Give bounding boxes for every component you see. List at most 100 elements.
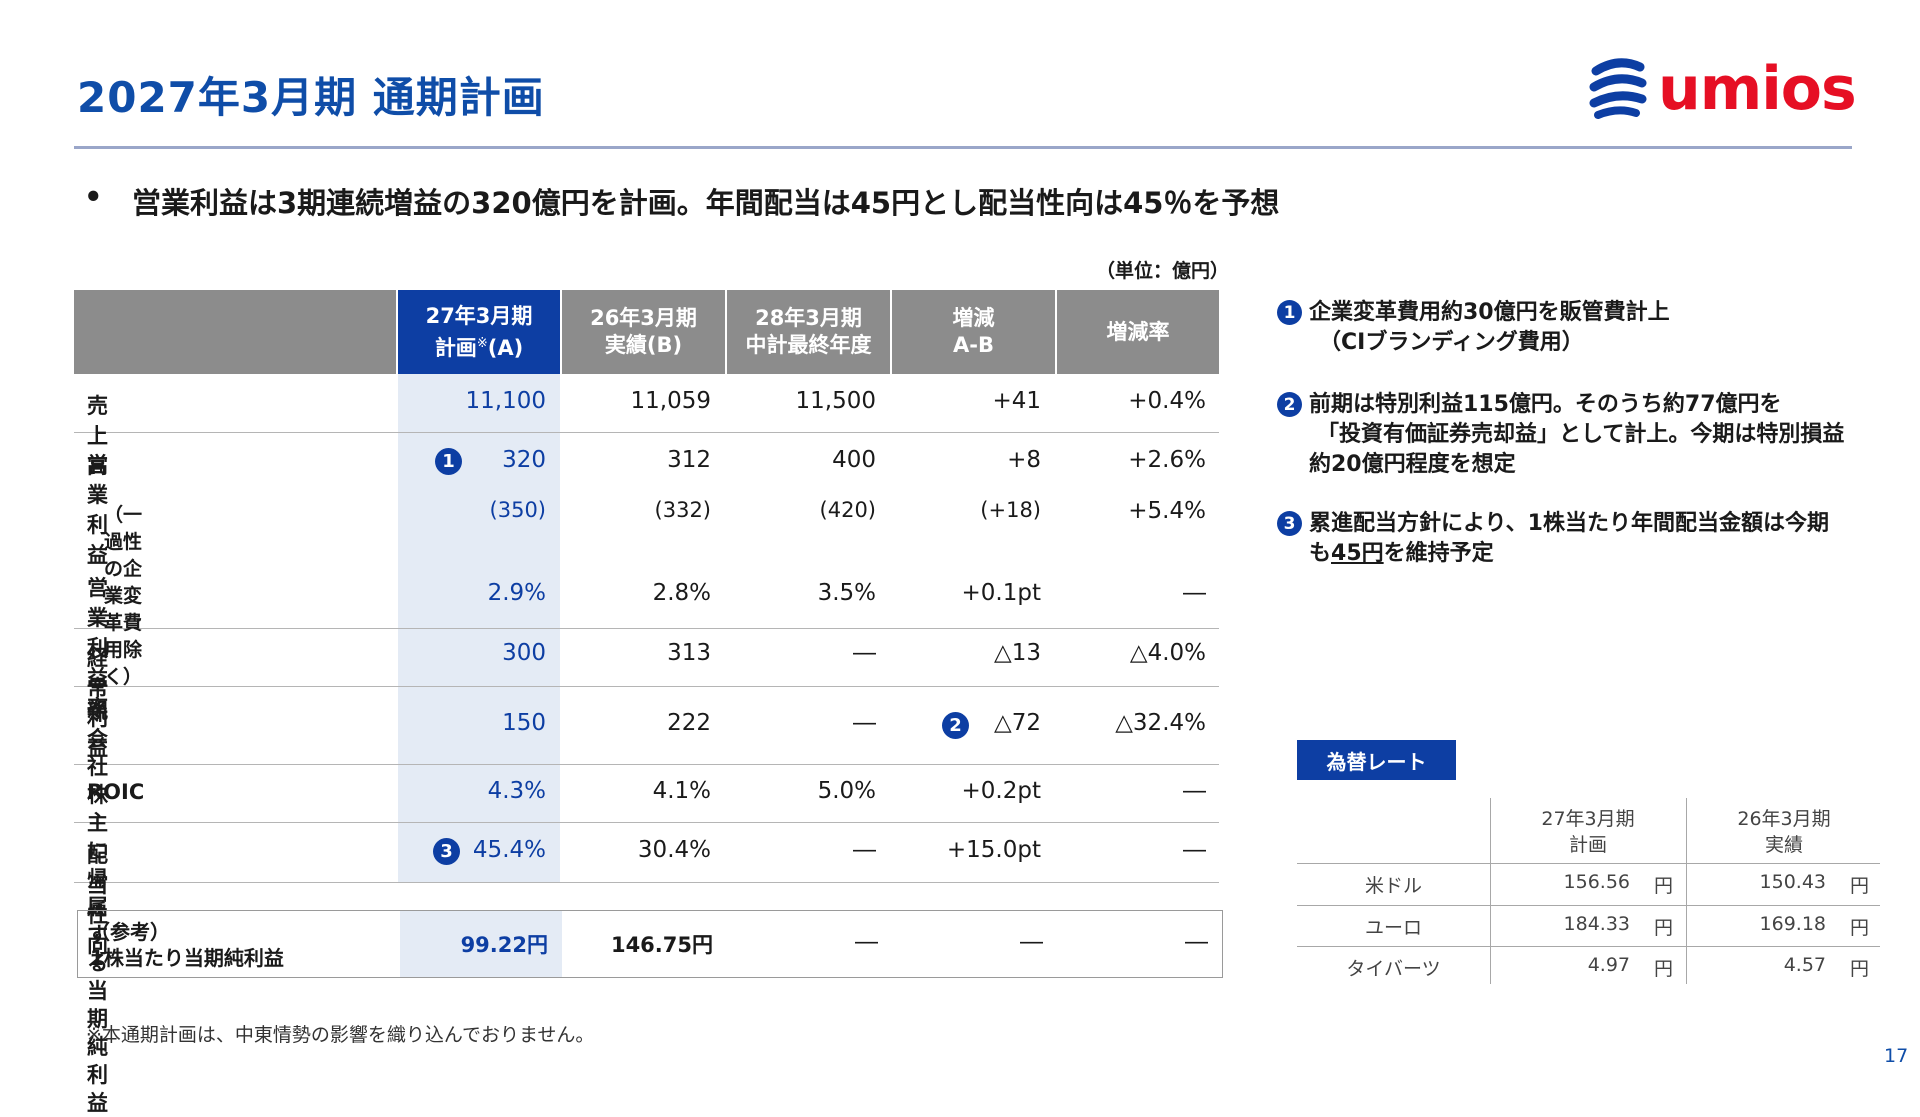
- fx-actual-value: 150.43: [1759, 871, 1826, 893]
- title-divider: [74, 146, 1852, 149]
- cell-rate: ―: [1183, 837, 1206, 863]
- marker-1-icon: 1: [1277, 300, 1302, 325]
- cell-plan: 11,100: [465, 388, 546, 414]
- cell-actual: 313: [667, 640, 711, 666]
- cell-rate: +0.4%: [1128, 388, 1206, 414]
- header-diff: 増減 A-B: [892, 290, 1055, 374]
- cell-rate: +2.6%: [1128, 447, 1206, 473]
- cell-plan: 150: [502, 710, 546, 736]
- row-divider: [74, 432, 1219, 433]
- note-text: 累進配当方針により、1株当たり年間配当金額は今期 も45円を維持予定: [1309, 509, 1909, 569]
- row-label-line: 親会社株主に帰属する: [87, 699, 108, 975]
- fx-currency: 米ドル: [1364, 875, 1422, 897]
- header-text: A-B: [953, 333, 994, 357]
- header-note-mark: ※: [476, 335, 488, 351]
- note-line: 累進配当方針により、1株当たり年間配当金額は今期: [1309, 511, 1829, 536]
- cell-actual: 146.75円: [610, 933, 713, 957]
- row-label: 配当性向: [87, 843, 108, 957]
- cell-plan: 99.22円: [460, 933, 548, 957]
- fx-rate-label: 為替レート: [1297, 740, 1456, 780]
- row-divider: [74, 882, 1219, 883]
- row-divider: [74, 764, 1219, 765]
- fx-row-divider: [1297, 946, 1880, 947]
- header-text: 増減: [952, 306, 995, 330]
- row-label: 経常利益: [87, 646, 108, 760]
- unit-label: （単位：億円）: [1096, 260, 1230, 282]
- note-line: 企業変革費用約30億円を販管費計上: [1309, 300, 1670, 325]
- fx-row-divider: [1297, 863, 1880, 864]
- header-text: 28年3月期: [755, 306, 862, 330]
- fx-plan-value: 184.33: [1563, 913, 1630, 935]
- header-text: 実績(B): [604, 333, 683, 357]
- header-blank: [74, 290, 396, 374]
- fx-header-text: 計画: [1568, 834, 1607, 856]
- cell-actual: 2.8%: [652, 580, 711, 606]
- fx-plan-value: 156.56: [1563, 871, 1630, 893]
- page-number: 17: [1884, 1045, 1909, 1067]
- row-label: （参考） 1株当たり当期純利益: [90, 919, 284, 971]
- fx-header-plan: 27年3月期 計画: [1490, 806, 1686, 858]
- dividend-amount: 45円: [1331, 541, 1384, 566]
- fx-actual-value: 169.18: [1759, 913, 1826, 935]
- row-sublabel: （一過性の企業変革費用除く）: [104, 504, 143, 688]
- fx-currency: タイバーツ: [1346, 958, 1441, 980]
- plan-column-highlight: [400, 911, 562, 977]
- fx-col-divider: [1686, 798, 1687, 984]
- row-label: ROIC: [87, 780, 145, 804]
- note-line: も: [1309, 541, 1332, 566]
- reference-eps-row: （参考） 1株当たり当期純利益 99.22円 146.75円 ― ― ―: [77, 910, 1223, 978]
- marker-3-icon: 3: [433, 838, 460, 865]
- fx-unit: 円: [1850, 875, 1870, 897]
- cell-midterm: 5.0%: [817, 778, 876, 804]
- row-divider: [74, 686, 1219, 687]
- cell-actual: 11,059: [630, 388, 711, 414]
- company-logo: umios: [1588, 54, 1857, 124]
- cell-rate: ―: [1183, 580, 1206, 606]
- logo-wordmark: umios: [1658, 54, 1857, 124]
- cell-midterm: ―: [853, 640, 876, 666]
- cell-midterm: 400: [832, 447, 876, 473]
- cell-rate: ―: [1183, 778, 1206, 804]
- row-divider: [74, 628, 1219, 629]
- fx-row-divider: [1297, 905, 1880, 906]
- row-label: 営業利益率: [87, 576, 108, 720]
- fx-plan-value: 4.97: [1587, 954, 1630, 976]
- row-label: 営業利益: [87, 453, 108, 567]
- cell-rate: +5.4%: [1128, 498, 1206, 524]
- cell-plan: 4.3%: [487, 778, 546, 804]
- row-label-line: 当期純利益: [87, 979, 108, 1115]
- fx-currency: ユーロ: [1364, 917, 1422, 939]
- fx-header-text: 27年3月期: [1541, 808, 1635, 830]
- fx-unit: 円: [1654, 875, 1674, 897]
- fx-actual-value: 4.57: [1783, 954, 1826, 976]
- cell-midterm: 11,500: [795, 388, 876, 414]
- cell-diff: +0.2pt: [961, 778, 1041, 804]
- cell-plan: 320: [502, 447, 546, 473]
- fx-header-text: 26年3月期: [1737, 808, 1831, 830]
- fx-unit: 円: [1654, 958, 1674, 980]
- cell-actual: 4.1%: [652, 778, 711, 804]
- cell-plan: 45.4%: [472, 837, 546, 863]
- summary-bullet: • 営業利益は3期連続増益の320億円を計画。年間配当は45円とし配当性向は45…: [84, 180, 1279, 222]
- cell-rate: △32.4%: [1115, 710, 1206, 736]
- note-line: 前期は特別利益115億円。そのうち約77億円を: [1309, 392, 1782, 417]
- marker-1-icon: 1: [435, 448, 462, 475]
- cell-plan: 300: [502, 640, 546, 666]
- cell-plan: (350): [489, 498, 546, 522]
- row-label: 売上高: [87, 394, 108, 478]
- bullet-mark: •: [84, 180, 103, 214]
- marker-3-icon: 3: [1277, 511, 1302, 536]
- note-line: （CIブランディング費用）: [1319, 330, 1584, 355]
- note-line: 「投資有価証券売却益」として計上。今期は特別損益: [1317, 422, 1845, 447]
- note-text: 前期は特別利益115億円。そのうち約77億円を 「投資有価証券売却益」として計上…: [1309, 390, 1909, 480]
- header-plan-a: 27年3月期 計画※(A): [398, 290, 560, 374]
- header-text: 27年3月期: [425, 303, 533, 328]
- cell-midterm: ―: [853, 837, 876, 863]
- row-label: 親会社株主に帰属する 当期純利益: [87, 697, 108, 1117]
- header-text: (A): [487, 335, 524, 360]
- header-actual-b: 26年3月期 実績(B): [562, 290, 725, 374]
- cell-midterm: (420): [819, 498, 876, 522]
- cell-diff: ―: [1020, 929, 1043, 955]
- header-text: 中計最終年度: [745, 333, 872, 357]
- header-midterm: 28年3月期 中計最終年度: [727, 290, 890, 374]
